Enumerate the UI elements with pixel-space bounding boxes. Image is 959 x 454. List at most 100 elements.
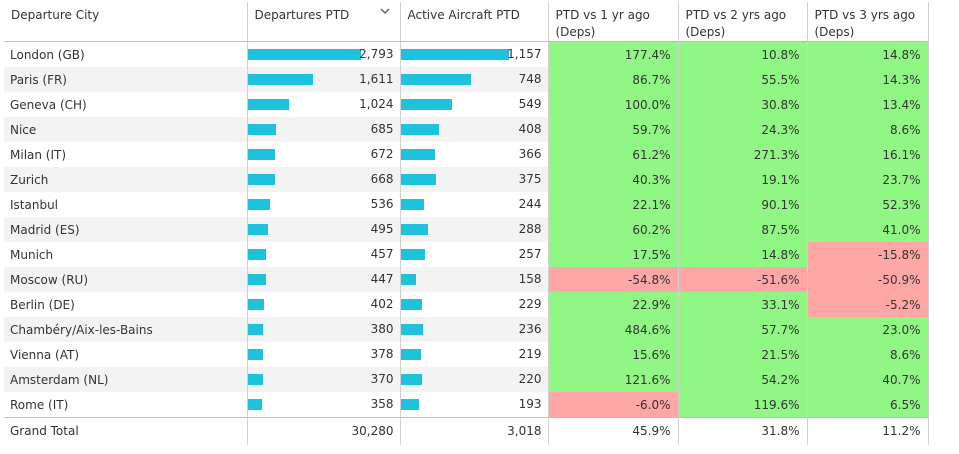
- table-row[interactable]: Paris (FR) 1,611 748 86.7% 55.5% 14.3%: [4, 67, 929, 92]
- table-row[interactable]: Milan (IT) 672 366 61.2% 271.3% 16.1%: [4, 142, 929, 167]
- header-departure-city[interactable]: Departure City: [4, 2, 248, 42]
- aircraft-bar: [400, 174, 436, 185]
- vs1-cell: 177.4%: [548, 41, 679, 67]
- departures-bar: [247, 49, 361, 60]
- header-label: Departures PTD: [254, 8, 350, 22]
- departures-cell: 685: [247, 117, 401, 142]
- departures-value: 358: [370, 397, 394, 411]
- departures-cell: 457: [247, 242, 401, 267]
- table-row[interactable]: Geneva (CH) 1,024 549 100.0% 30.8% 13.4%: [4, 92, 929, 117]
- table-row[interactable]: Chambéry/Aix-les-Bains 380 236 484.6% 57.7% 2…: [4, 317, 929, 342]
- vs3-cell: 52.3%: [807, 192, 929, 217]
- departures-bar-wrap: 378: [247, 342, 400, 367]
- aircraft-bar: [400, 274, 416, 285]
- aircraft-value: 193: [518, 397, 542, 411]
- vs1-cell: 17.5%: [548, 242, 679, 267]
- vs1-cell: 121.6%: [548, 367, 679, 392]
- header-label: PTD vs 3 yrs ago (Deps): [814, 8, 916, 39]
- city-cell: Munich: [4, 242, 248, 267]
- table-row[interactable]: Amsterdam (NL) 370 220 121.6% 54.2% 40.7%: [4, 367, 929, 392]
- table-row[interactable]: London (GB) 2,793 1,157 177.4% 10.8% 14.8%: [4, 41, 929, 67]
- header-row: Departure City Departures PTD Active Air…: [4, 2, 929, 42]
- table-row[interactable]: Moscow (RU) 447 158 -54.8% -51.6% -50.9%: [4, 267, 929, 292]
- departures-bar: [247, 99, 289, 110]
- departures-bar-wrap: 1,024: [247, 92, 400, 117]
- grand-total-vs3: 11.2%: [807, 417, 929, 445]
- vs1-cell: -6.0%: [548, 392, 679, 418]
- aircraft-cell: 408: [400, 117, 549, 142]
- header-label: Active Aircraft PTD: [407, 8, 520, 22]
- aircraft-value: 236: [518, 322, 542, 336]
- aircraft-bar-wrap: 193: [400, 392, 548, 417]
- city-cell: Milan (IT): [4, 142, 248, 167]
- aircraft-bar-wrap: 236: [400, 317, 548, 342]
- table-row[interactable]: Vienna (AT) 378 219 15.6% 21.5% 8.6%: [4, 342, 929, 367]
- vs3-cell: 23.0%: [807, 317, 929, 342]
- header-vs-1yr[interactable]: PTD vs 1 yr ago (Deps): [548, 2, 679, 42]
- grand-total-vs1: 45.9%: [548, 417, 679, 445]
- table-row[interactable]: Istanbul 536 244 22.1% 90.1% 52.3%: [4, 192, 929, 217]
- grand-total-label: Grand Total: [4, 417, 248, 445]
- aircraft-bar-wrap: 748: [400, 67, 548, 92]
- header-vs-3yrs[interactable]: PTD vs 3 yrs ago (Deps): [807, 2, 929, 42]
- vs3-cell: 40.7%: [807, 367, 929, 392]
- table-row[interactable]: Nice 685 408 59.7% 24.3% 8.6%: [4, 117, 929, 142]
- vs2-cell: -51.6%: [678, 267, 808, 292]
- aircraft-bar-wrap: 366: [400, 142, 548, 167]
- chevron-down-icon[interactable]: [380, 6, 390, 16]
- aircraft-cell: 158: [400, 267, 549, 292]
- departures-bar-wrap: 457: [247, 242, 400, 267]
- aircraft-cell: 193: [400, 392, 549, 418]
- aircraft-cell: 219: [400, 342, 549, 367]
- vs1-cell: 484.6%: [548, 317, 679, 342]
- table-row[interactable]: Rome (IT) 358 193 -6.0% 119.6% 6.5%: [4, 392, 929, 418]
- header-active-aircraft-ptd[interactable]: Active Aircraft PTD: [400, 2, 549, 42]
- departures-value: 1,024: [359, 97, 394, 111]
- vs2-cell: 119.6%: [678, 392, 808, 418]
- vs1-cell: 15.6%: [548, 342, 679, 367]
- aircraft-bar: [400, 99, 452, 110]
- aircraft-cell: 257: [400, 242, 549, 267]
- aircraft-bar: [400, 124, 439, 135]
- vs1-cell: 61.2%: [548, 142, 679, 167]
- vs3-cell: 6.5%: [807, 392, 929, 418]
- departures-cell: 1,611: [247, 67, 401, 92]
- aircraft-bar-wrap: 549: [400, 92, 548, 117]
- departures-bar-wrap: 668: [247, 167, 400, 192]
- header-label: Departure City: [11, 8, 100, 22]
- departures-bar-wrap: 1,611: [247, 67, 400, 92]
- table-row[interactable]: Berlin (DE) 402 229 22.9% 33.1% -5.2%: [4, 292, 929, 317]
- aircraft-bar-wrap: 1,157: [400, 42, 548, 67]
- city-cell: Madrid (ES): [4, 217, 248, 242]
- city-cell: Istanbul: [4, 192, 248, 217]
- aircraft-bar: [400, 349, 421, 360]
- departures-value: 447: [370, 272, 394, 286]
- departures-value: 380: [370, 322, 394, 336]
- departures-value: 370: [370, 372, 394, 386]
- vs2-cell: 87.5%: [678, 217, 808, 242]
- aircraft-cell: 220: [400, 367, 549, 392]
- vs1-cell: 22.9%: [548, 292, 679, 317]
- header-departures-ptd[interactable]: Departures PTD: [247, 2, 401, 42]
- departures-value: 457: [370, 247, 394, 261]
- vs3-cell: 8.6%: [807, 117, 929, 142]
- aircraft-cell: 549: [400, 92, 549, 117]
- table-row[interactable]: Munich 457 257 17.5% 14.8% -15.8%: [4, 242, 929, 267]
- vs1-cell: 100.0%: [548, 92, 679, 117]
- grand-total-departures: 30,280: [247, 417, 401, 445]
- aircraft-bar: [400, 199, 424, 210]
- aircraft-bar: [400, 399, 419, 410]
- header-label: PTD vs 1 yr ago (Deps): [555, 8, 650, 39]
- header-vs-2yrs[interactable]: PTD vs 2 yrs ago (Deps): [678, 2, 808, 42]
- vs3-cell: 41.0%: [807, 217, 929, 242]
- aircraft-cell: 244: [400, 192, 549, 217]
- departures-bar: [247, 349, 263, 360]
- departures-cell: 370: [247, 367, 401, 392]
- table-row[interactable]: Zurich 668 375 40.3% 19.1% 23.7%: [4, 167, 929, 192]
- aircraft-bar: [400, 299, 422, 310]
- vs2-cell: 30.8%: [678, 92, 808, 117]
- departures-bar-wrap: 2,793: [247, 42, 400, 67]
- departures-value: 536: [370, 197, 394, 211]
- table-row[interactable]: Madrid (ES) 495 288 60.2% 87.5% 41.0%: [4, 217, 929, 242]
- aircraft-bar: [400, 374, 422, 385]
